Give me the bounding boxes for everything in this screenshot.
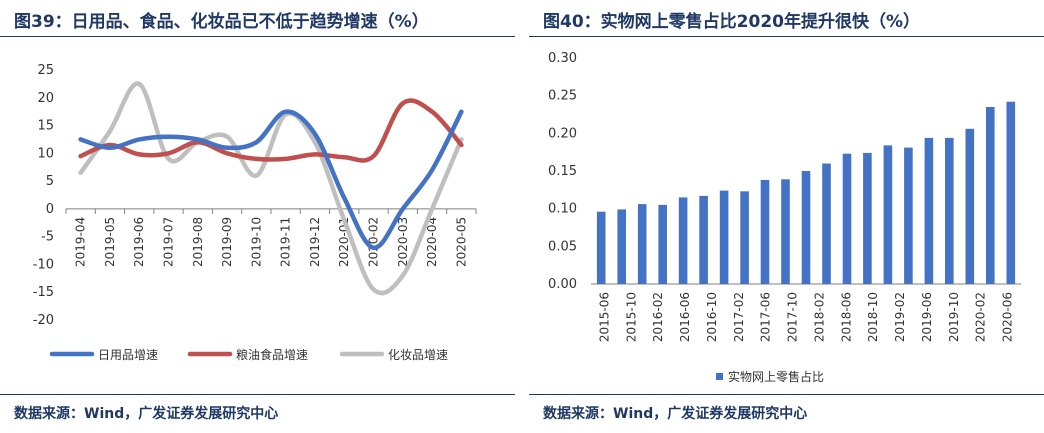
bar-21 xyxy=(1006,101,1016,284)
x-tick-label: 2020-02 xyxy=(367,217,381,267)
x-tick-label: 2016-06 xyxy=(678,292,692,342)
x-tick-label: 2019-02 xyxy=(893,292,907,342)
legend-label-3: 化妆品增速 xyxy=(388,348,448,362)
y-tick-label: 20 xyxy=(37,91,54,106)
x-tick-label: 2019-09 xyxy=(220,217,234,267)
legend-label-2: 粮油食品增速 xyxy=(236,347,308,362)
bar-14 xyxy=(863,152,872,284)
series-line-2 xyxy=(78,98,464,163)
left-line-chart: 25 20 15 10 5 0 -5 -10 -15 -20 2019-04 2019-05 2019-… xyxy=(33,63,477,362)
bar-11 xyxy=(801,171,811,284)
bar-1 xyxy=(596,211,606,284)
x-tick-label: 2018-10 xyxy=(866,292,880,342)
bar-13 xyxy=(842,153,852,284)
x-tick-label: 2018-06 xyxy=(839,292,853,342)
x-tick-label: 2015-10 xyxy=(624,292,638,342)
x-tick-label: 2019-05 xyxy=(103,217,117,267)
bar-16 xyxy=(904,147,913,284)
x-tick-label: 2020-06 xyxy=(1001,292,1015,342)
x-tick-label: 2016-02 xyxy=(651,292,665,342)
x-tick-label: 2019-12 xyxy=(308,217,322,267)
right-bar-chart: 0.30 0.25 0.20 0.15 0.10 0.05 0.00 2015-06 2015-… xyxy=(548,51,1021,384)
left-chart-title: 图39：日用品、食品、化妆品已不低于趋势增速（%） xyxy=(14,12,429,32)
x-tick-label: 2019-06 xyxy=(132,217,146,267)
left-chart-panel: 图39：日用品、食品、化妆品已不低于趋势增速（%） 25 20 15 10 5 0 -5 -1… xyxy=(0,0,515,432)
right-chart-panel: 图40：实物网上零售占比2020年提升很快（%） 0.30 0.25 0.20 0.1… xyxy=(529,0,1044,432)
x-tick-label: 2019-06 xyxy=(920,292,934,342)
x-tick-label: 2019-10 xyxy=(947,292,961,342)
right-chart-title: 图40：实物网上零售占比2020年提升很快（%） xyxy=(543,12,921,32)
bar-9 xyxy=(760,180,770,284)
x-tick-label: 2017-10 xyxy=(786,292,800,342)
y-tick-label: 0.00 xyxy=(548,277,577,292)
y-tick-label: 25 xyxy=(37,63,54,78)
x-tick-label: 2015-06 xyxy=(597,292,611,342)
bar-18 xyxy=(945,137,954,284)
y-tick-label: 0.25 xyxy=(548,89,577,104)
bar-8 xyxy=(740,191,749,284)
bar-15 xyxy=(883,145,893,284)
bar-19 xyxy=(965,128,975,284)
y-tick-label: -15 xyxy=(33,285,54,300)
left-source-note: 数据来源：Wind，广发证券发展研究中心 xyxy=(14,406,279,422)
legend-swatch xyxy=(716,373,723,380)
right-source-bar: 数据来源：Wind，广发证券发展研究中心 xyxy=(529,394,1044,433)
y-tick-label: 5 xyxy=(46,174,54,189)
x-tick-label: 2019-10 xyxy=(249,217,263,267)
x-tick-label: 2019-08 xyxy=(191,217,205,267)
x-tick-label: 2020-04 xyxy=(425,217,439,267)
x-tick-label: 2020-03 xyxy=(396,217,410,267)
y-tick-label: 0.05 xyxy=(548,239,577,254)
series-line-3 xyxy=(78,81,464,296)
x-tick-label: 2019-04 xyxy=(74,217,88,267)
right-title-bar: 图40：实物网上零售占比2020年提升很快（%） xyxy=(529,0,1044,37)
y-tick-label: 0.20 xyxy=(548,126,577,141)
x-tick-label: 2018-02 xyxy=(812,292,826,342)
x-tick-label: 2017-06 xyxy=(759,292,773,342)
x-tick-label: 2016-10 xyxy=(705,292,719,342)
y-tick-label: 0.15 xyxy=(548,164,577,179)
right-source-note: 数据来源：Wind，广发证券发展研究中心 xyxy=(543,406,808,422)
bar-3 xyxy=(637,204,647,284)
y-tick-label: -10 xyxy=(33,257,54,272)
bar-4 xyxy=(658,204,667,284)
x-tick-label: 2017-02 xyxy=(732,292,746,342)
bar-2 xyxy=(617,209,626,284)
y-tick-label: 10 xyxy=(37,146,54,161)
bar-20 xyxy=(986,107,995,284)
x-tick-label: 2020-02 xyxy=(974,292,988,342)
bar-17 xyxy=(924,137,934,284)
bar-7 xyxy=(719,190,729,284)
y-tick-label: 0.10 xyxy=(548,202,577,217)
x-tick-label: 2019-07 xyxy=(162,217,176,267)
series-line-1 xyxy=(78,109,464,251)
bar-6 xyxy=(699,195,708,284)
x-tick-label: 2020-05 xyxy=(454,217,468,267)
bar-12 xyxy=(822,163,831,284)
y-tick-label: 15 xyxy=(37,119,54,134)
y-tick-label: 0.30 xyxy=(548,51,577,66)
left-title-bar: 图39：日用品、食品、化妆品已不低于趋势增速（%） xyxy=(0,0,515,37)
y-tick-label: 0 xyxy=(46,202,54,217)
legend-label: 实物网上零售占比 xyxy=(728,369,824,384)
bar-10 xyxy=(781,179,790,284)
y-tick-label: -20 xyxy=(33,313,54,328)
x-tick-label: 2019-11 xyxy=(279,217,293,267)
bar-5 xyxy=(678,197,688,284)
y-tick-label: -5 xyxy=(41,230,54,245)
legend-label-1: 日用品增速 xyxy=(98,348,158,362)
left-source-bar: 数据来源：Wind，广发证券发展研究中心 xyxy=(0,394,515,433)
